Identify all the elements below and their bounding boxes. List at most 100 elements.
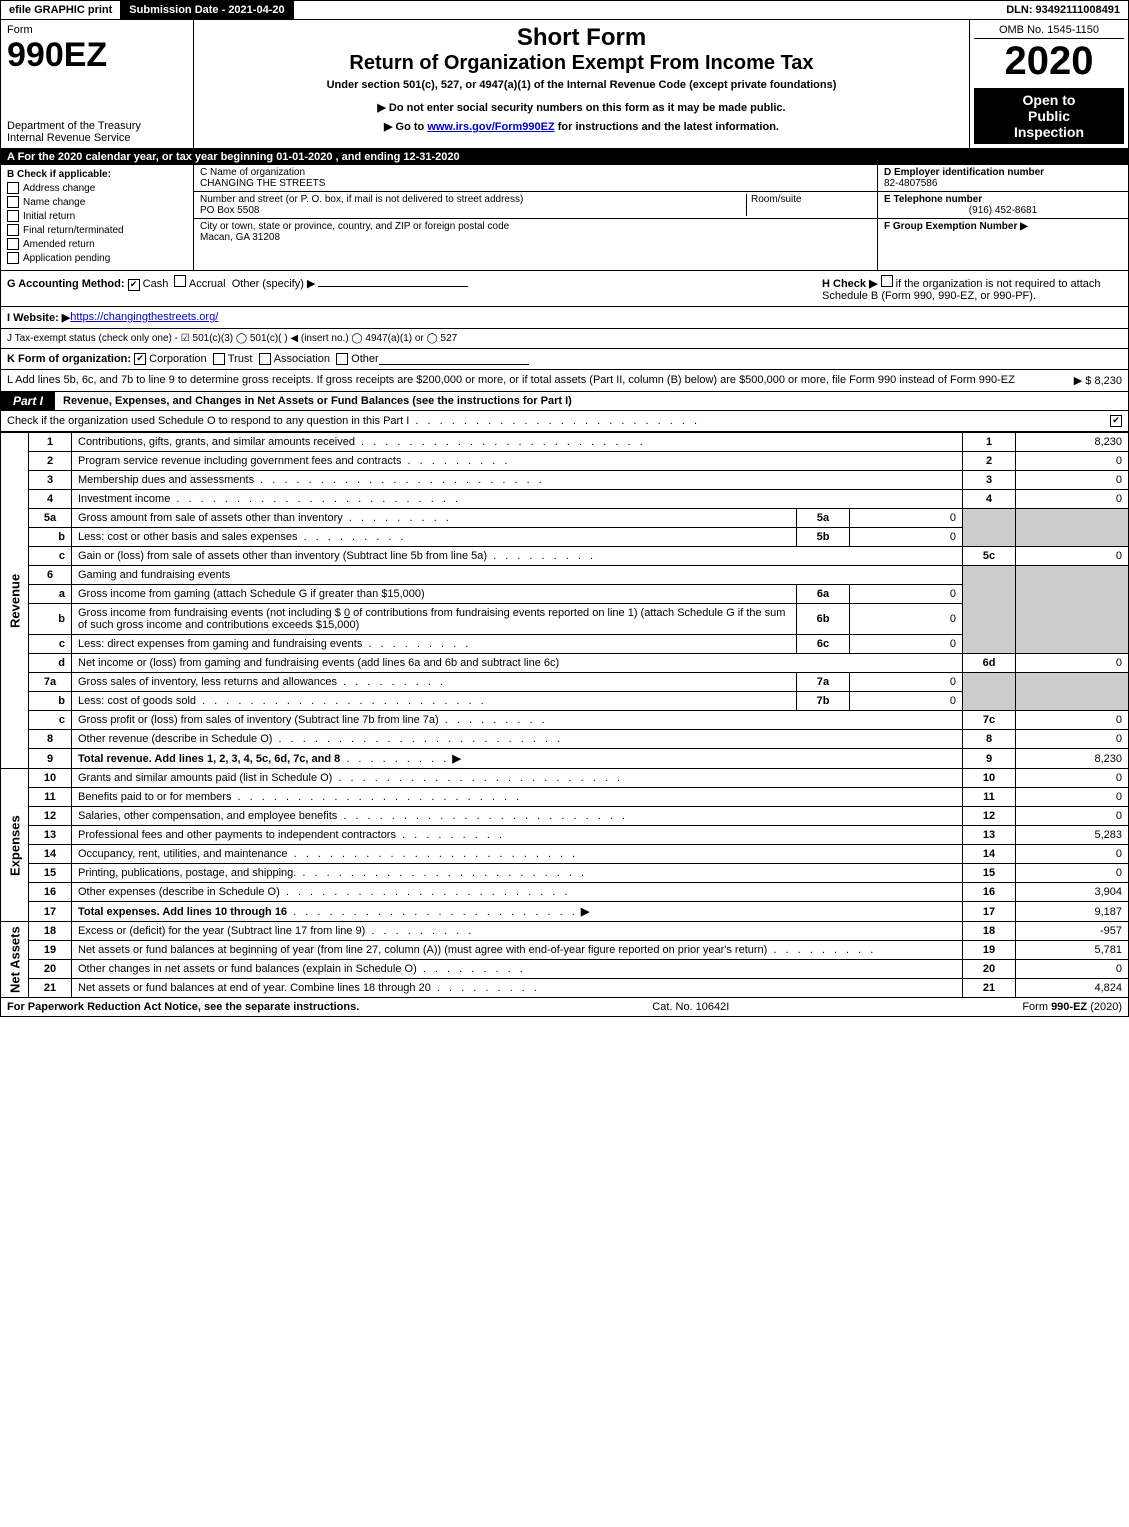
line-6c: c Less: direct expenses from gaming and … — [1, 635, 1129, 654]
org-address: PO Box 5508 — [200, 205, 746, 216]
addr-label: Number and street (or P. O. box, if mail… — [200, 194, 746, 205]
part1-check-row: Check if the organization used Schedule … — [0, 411, 1129, 432]
l-text: L Add lines 5b, 6c, and 7b to line 9 to … — [7, 374, 1074, 387]
dln-label: DLN: 93492111008491 — [998, 1, 1128, 19]
form-header: Form 990EZ Department of the Treasury In… — [0, 20, 1129, 149]
line-11: 11 Benefits paid to or for members 11 0 — [1, 788, 1129, 807]
cb-accrual[interactable] — [174, 275, 186, 287]
c-name-label: C Name of organization — [200, 167, 871, 178]
row-k: K Form of organization: Corporation Trus… — [0, 349, 1129, 370]
cb-other-org[interactable] — [336, 353, 348, 365]
ein-label: D Employer identification number — [884, 167, 1122, 178]
cb-cash[interactable] — [128, 279, 140, 291]
part1-check-text: Check if the organization used Schedule … — [7, 415, 700, 427]
omb-number: OMB No. 1545-1150 — [974, 24, 1124, 39]
side-expenses: Expenses — [1, 769, 29, 922]
block-identity: B Check if applicable: Address change Na… — [0, 165, 1129, 271]
line-7a: 7a Gross sales of inventory, less return… — [1, 673, 1129, 692]
line-10: Expenses 10 Grants and similar amounts p… — [1, 769, 1129, 788]
phone-label: E Telephone number — [884, 194, 1122, 205]
line-8: 8 Other revenue (describe in Schedule O)… — [1, 730, 1129, 749]
org-city: Macan, GA 31208 — [200, 232, 871, 243]
line-20: 20 Other changes in net assets or fund b… — [1, 960, 1129, 979]
line-5a: 5a Gross amount from sale of assets othe… — [1, 509, 1129, 528]
cb-association[interactable] — [259, 353, 271, 365]
line-9: 9 Total revenue. Add lines 1, 2, 3, 4, 5… — [1, 749, 1129, 769]
efile-label: efile GRAPHIC print — [1, 1, 121, 19]
cb-amended-return[interactable] — [7, 238, 19, 250]
cb-final-return[interactable] — [7, 224, 19, 236]
side-revenue: Revenue — [1, 433, 29, 769]
room-suite-label: Room/suite — [746, 194, 871, 216]
top-bar: efile GRAPHIC print Submission Date - 20… — [0, 0, 1129, 20]
title-short-form: Short Form — [202, 24, 961, 52]
row-i: I Website: ▶ https://changingthestreets.… — [0, 307, 1129, 329]
line-16: 16 Other expenses (describe in Schedule … — [1, 883, 1129, 902]
dept-treasury: Department of the Treasury — [7, 120, 187, 132]
k-label: K Form of organization: — [7, 353, 131, 365]
line-6d: d Net income or (loss) from gaming and f… — [1, 654, 1129, 673]
website-link[interactable]: https://changingthestreets.org/ — [70, 311, 218, 324]
footer-center: Cat. No. 10642I — [652, 1001, 729, 1013]
open-public-badge: Open to Public Inspection — [974, 88, 1124, 144]
footer-right: Form 990-EZ (2020) — [1022, 1001, 1122, 1013]
i-label: I Website: ▶ — [7, 311, 70, 324]
org-name: CHANGING THE STREETS — [200, 178, 871, 189]
cb-application-pending[interactable] — [7, 252, 19, 264]
line-3: 3 Membership dues and assessments 3 0 — [1, 471, 1129, 490]
part1-title: Revenue, Expenses, and Changes in Net As… — [55, 393, 1128, 409]
block-b-checkboxes: B Check if applicable: Address change Na… — [1, 165, 194, 270]
part1-header: Part I Revenue, Expenses, and Changes in… — [0, 392, 1129, 411]
line-5c: c Gain or (loss) from sale of assets oth… — [1, 547, 1129, 566]
line-13: 13 Professional fees and other payments … — [1, 826, 1129, 845]
side-net-assets: Net Assets — [1, 922, 29, 998]
line-5b: b Less: cost or other basis and sales ex… — [1, 528, 1129, 547]
line-17: 17 Total expenses. Add lines 10 through … — [1, 902, 1129, 922]
line-6a: a Gross income from gaming (attach Sched… — [1, 585, 1129, 604]
note-ssn: ▶ Do not enter social security numbers o… — [202, 101, 961, 114]
line-12: 12 Salaries, other compensation, and emp… — [1, 807, 1129, 826]
line-14: 14 Occupancy, rent, utilities, and maint… — [1, 845, 1129, 864]
submission-date: Submission Date - 2021-04-20 — [121, 1, 293, 19]
line-21: 21 Net assets or fund balances at end of… — [1, 979, 1129, 998]
row-g-h: G Accounting Method: Cash Accrual Other … — [0, 271, 1129, 307]
irs-link[interactable]: www.irs.gov/Form990EZ — [427, 121, 554, 133]
cb-schedule-o[interactable] — [1110, 415, 1122, 427]
cb-name-change[interactable] — [7, 196, 19, 208]
city-label: City or town, state or province, country… — [200, 221, 871, 232]
ein-value: 82-4807586 — [884, 178, 1122, 189]
line-18: Net Assets 18 Excess or (deficit) for th… — [1, 922, 1129, 941]
subtitle: Under section 501(c), 527, or 4947(a)(1)… — [202, 79, 961, 91]
cb-trust[interactable] — [213, 353, 225, 365]
lines-table: Revenue 1 Contributions, gifts, grants, … — [0, 432, 1129, 998]
cb-initial-return[interactable] — [7, 210, 19, 222]
phone-value: (916) 452-8681 — [884, 205, 1122, 216]
group-exemption-label: F Group Exemption Number ▶ — [884, 221, 1122, 232]
h-label: H Check ▶ — [822, 278, 878, 290]
row-l: L Add lines 5b, 6c, and 7b to line 9 to … — [0, 370, 1129, 392]
line-4: 4 Investment income 4 0 — [1, 490, 1129, 509]
b-label: B Check if applicable: — [7, 169, 187, 180]
cb-schedule-b[interactable] — [881, 275, 893, 287]
irs-label: Internal Revenue Service — [7, 132, 187, 144]
line-15: 15 Printing, publications, postage, and … — [1, 864, 1129, 883]
title-return: Return of Organization Exempt From Incom… — [202, 52, 961, 75]
block-c: C Name of organization CHANGING THE STRE… — [194, 165, 877, 270]
cb-address-change[interactable] — [7, 182, 19, 194]
block-def: D Employer identification number 82-4807… — [877, 165, 1128, 270]
line-6b: b Gross income from fundraising events (… — [1, 604, 1129, 635]
line-7b: b Less: cost of goods sold 7b 0 — [1, 692, 1129, 711]
line-19: 19 Net assets or fund balances at beginn… — [1, 941, 1129, 960]
line-6: 6 Gaming and fundraising events — [1, 566, 1129, 585]
note-goto: ▶ Go to www.irs.gov/Form990EZ for instru… — [202, 120, 961, 133]
page-footer: For Paperwork Reduction Act Notice, see … — [0, 998, 1129, 1017]
cb-corporation[interactable] — [134, 353, 146, 365]
tax-year: 2020 — [974, 39, 1124, 84]
footer-left: For Paperwork Reduction Act Notice, see … — [7, 1001, 359, 1013]
l-amount: ▶ $ 8,230 — [1074, 374, 1122, 387]
form-number: 990EZ — [7, 36, 187, 75]
line-2: 2 Program service revenue including gove… — [1, 452, 1129, 471]
line-1: Revenue 1 Contributions, gifts, grants, … — [1, 433, 1129, 452]
row-j: J Tax-exempt status (check only one) - ☑… — [0, 329, 1129, 349]
line-7c: c Gross profit or (loss) from sales of i… — [1, 711, 1129, 730]
